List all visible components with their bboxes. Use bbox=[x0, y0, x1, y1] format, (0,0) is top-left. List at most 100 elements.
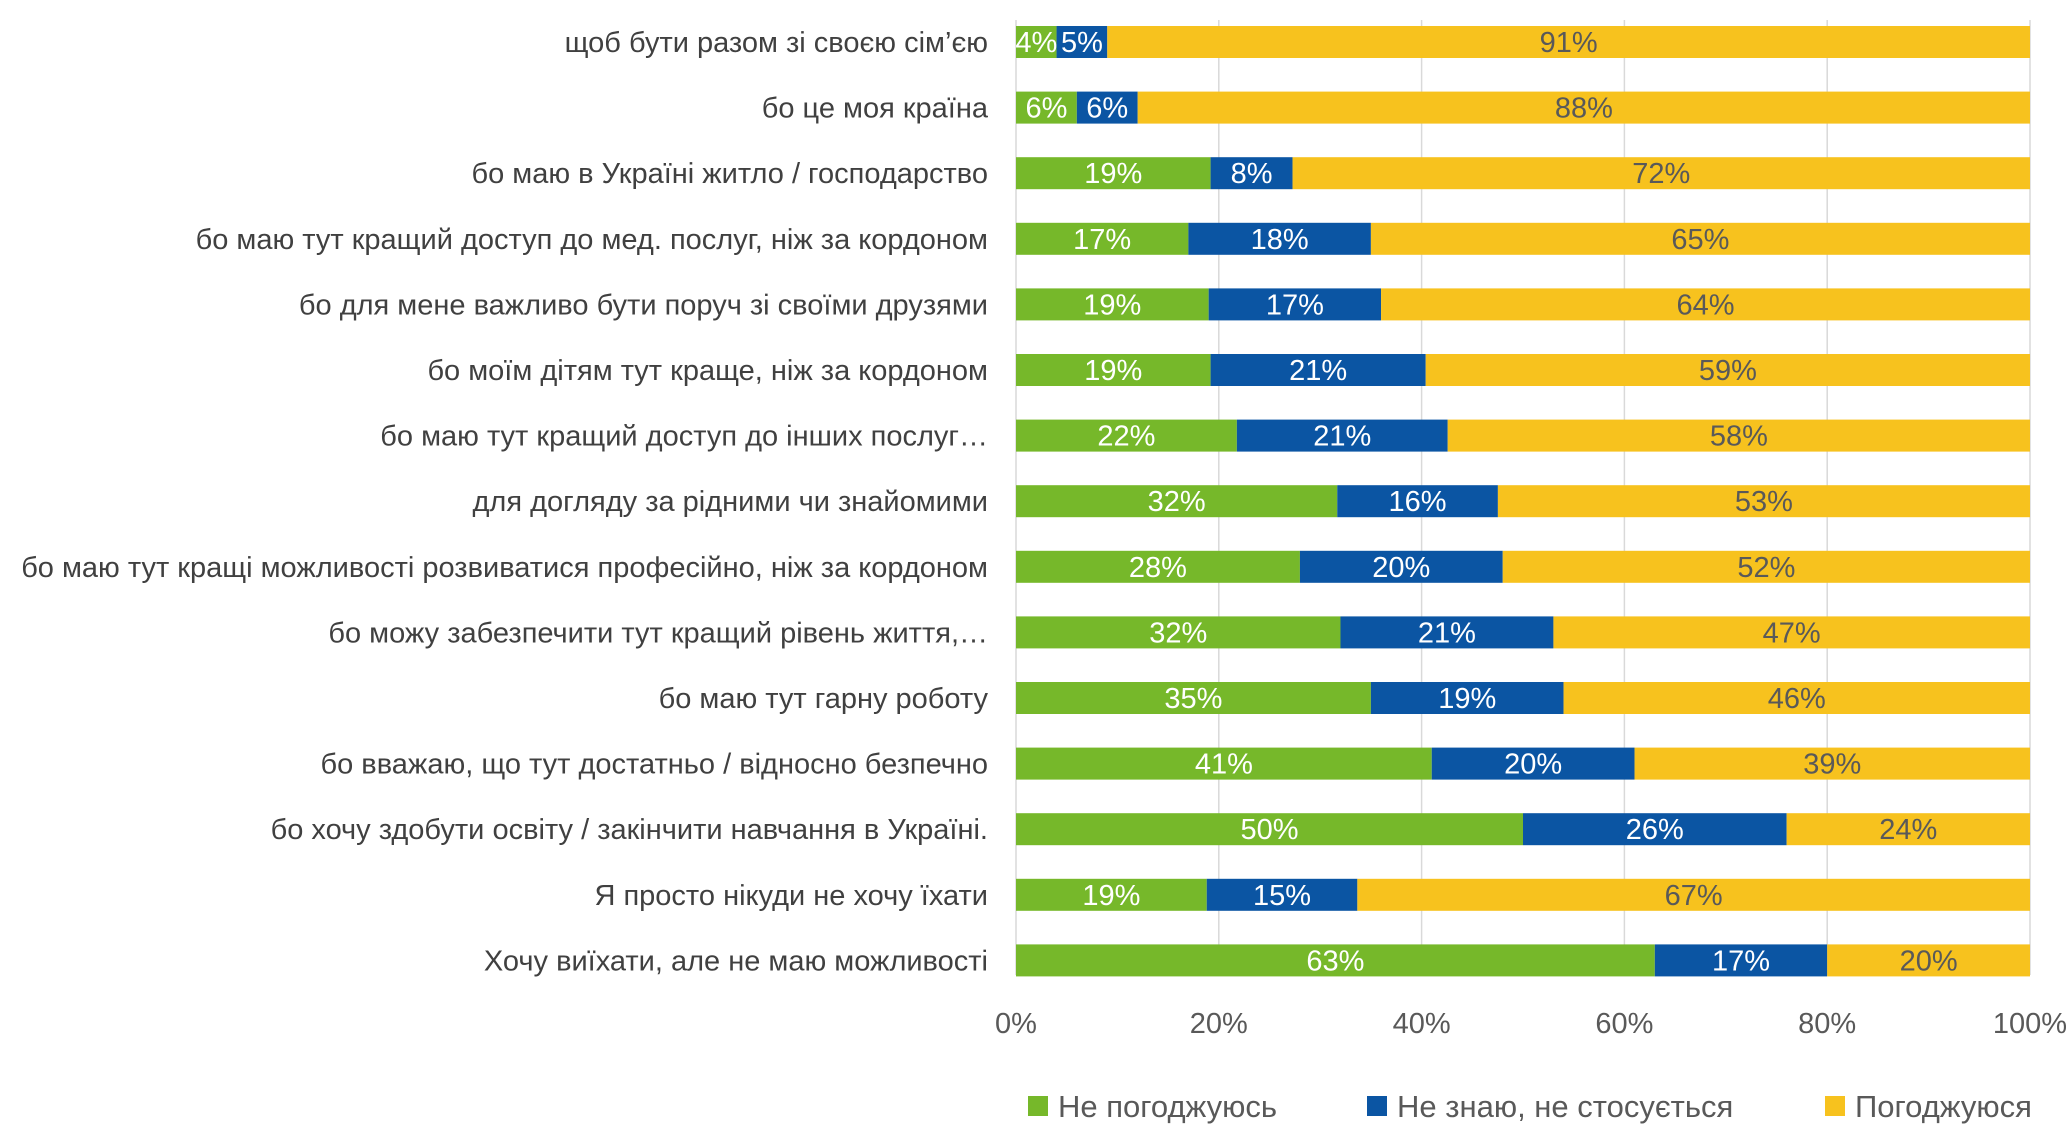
data-label: 41% bbox=[1195, 749, 1253, 781]
bar-segment bbox=[1016, 616, 1341, 649]
data-label: 20% bbox=[1504, 749, 1562, 781]
bar-segment bbox=[1523, 813, 1787, 846]
bar-segment bbox=[1827, 944, 2030, 977]
bar-segment bbox=[1357, 878, 2030, 911]
bar-segment bbox=[1016, 944, 1655, 977]
bar-segment bbox=[1208, 288, 1382, 321]
bar-segment bbox=[1502, 550, 2030, 583]
x-tick-label: 80% bbox=[1798, 1008, 1856, 1040]
data-label: 32% bbox=[1148, 486, 1206, 518]
legend: Не погоджуюсь Не знаю, не стосується Погод… bbox=[1028, 1089, 2032, 1124]
category-label: бо вважаю, що тут достатньо / відносно б… bbox=[321, 749, 988, 781]
data-label: 67% bbox=[1665, 880, 1723, 912]
bar-segment bbox=[1370, 222, 2030, 255]
category-label: бо це моя країна bbox=[762, 93, 989, 125]
bar-segment bbox=[1016, 91, 1077, 124]
bar-segment bbox=[1210, 354, 1426, 386]
data-label: 63% bbox=[1306, 945, 1364, 977]
category-label: щоб бути разом зі своєю сім’єю bbox=[565, 27, 988, 59]
bar-segment bbox=[1431, 747, 1635, 780]
x-tick-label: 60% bbox=[1595, 1008, 1653, 1040]
x-tick-label: 20% bbox=[1190, 1008, 1248, 1040]
data-label: 20% bbox=[1900, 945, 1958, 977]
category-label: бо маю в Україні житло / господарство bbox=[472, 158, 989, 190]
data-label: 72% bbox=[1632, 158, 1690, 190]
data-label: 59% bbox=[1699, 355, 1757, 387]
data-label: 21% bbox=[1313, 421, 1371, 453]
bar-segment bbox=[1381, 288, 2030, 321]
data-label: 5% bbox=[1061, 27, 1103, 59]
category-label: бо хочу здобути освіту / закінчити навча… bbox=[271, 814, 988, 846]
category-label: для догляду за рідними чи знайомими bbox=[473, 486, 989, 518]
data-label: 39% bbox=[1803, 749, 1861, 781]
category-label: бо маю тут кращий доступ до інших послуг… bbox=[380, 421, 988, 453]
bar-segment bbox=[1016, 878, 1207, 911]
category-label: Я просто нікуди не хочу їхати bbox=[594, 880, 988, 912]
data-label: 18% bbox=[1251, 224, 1309, 256]
category-label: бо маю тут кращі можливості розвиватися … bbox=[21, 552, 988, 584]
bars: 4% 5% 91% 6% 6% 88% 19% 8% 72% 17% 18% 65% 19% 17% 64%… bbox=[1015, 26, 2030, 977]
bar-segment bbox=[1299, 550, 1503, 583]
bar-segment bbox=[1563, 682, 2030, 714]
bar-segment bbox=[1206, 878, 1358, 911]
bar-segment bbox=[1016, 747, 1432, 780]
data-label: 21% bbox=[1289, 355, 1347, 387]
bar-segment bbox=[1188, 222, 1371, 255]
data-label: 35% bbox=[1164, 683, 1222, 715]
data-label: 21% bbox=[1418, 617, 1476, 649]
category-label: бо маю тут кращий доступ до мед. послуг,… bbox=[196, 224, 988, 256]
legend-swatch bbox=[1825, 1096, 1845, 1116]
data-label: 53% bbox=[1735, 486, 1793, 518]
data-label: 19% bbox=[1438, 683, 1496, 715]
data-label: 28% bbox=[1129, 552, 1187, 584]
category-label: бо маю тут гарну роботу bbox=[659, 683, 989, 715]
bar-segment bbox=[1210, 157, 1293, 190]
data-label: 6% bbox=[1025, 93, 1067, 125]
bar-segment bbox=[1786, 813, 2030, 846]
data-label: 52% bbox=[1737, 552, 1795, 584]
data-label: 91% bbox=[1540, 27, 1598, 59]
data-label: 58% bbox=[1710, 421, 1768, 453]
bar-segment bbox=[1553, 616, 2030, 649]
data-label: 4% bbox=[1015, 27, 1057, 59]
legend-label: Не погоджуюсь bbox=[1058, 1089, 1277, 1124]
bar-segment bbox=[1016, 222, 1189, 255]
data-label: 17% bbox=[1266, 289, 1324, 321]
data-label: 64% bbox=[1676, 289, 1734, 321]
x-tick-label: 100% bbox=[1993, 1008, 2067, 1040]
bar-segment bbox=[1137, 91, 2030, 124]
x-tick-label: 40% bbox=[1393, 1008, 1451, 1040]
bar-segment bbox=[1016, 157, 1211, 190]
legend-swatch bbox=[1028, 1096, 1048, 1116]
bar-segment bbox=[1016, 288, 1209, 321]
bar-segment bbox=[1016, 354, 1211, 386]
bar-segment bbox=[1016, 550, 1300, 583]
category-label: бо моїм дітям тут краще, ніж за кордоном bbox=[427, 355, 988, 387]
data-label: 17% bbox=[1073, 224, 1131, 256]
data-label: 16% bbox=[1389, 486, 1447, 518]
bar-segment bbox=[1236, 419, 1448, 452]
bar-segment bbox=[1016, 813, 1523, 846]
data-label: 15% bbox=[1253, 880, 1311, 912]
legend-swatch bbox=[1367, 1096, 1387, 1116]
bar-segment bbox=[1340, 616, 1554, 649]
bar-segment bbox=[1016, 419, 1237, 452]
category-label: Хочу виїхати, але не маю можливості bbox=[484, 945, 988, 977]
bar-segment bbox=[1370, 682, 1564, 714]
data-label: 65% bbox=[1671, 224, 1729, 256]
data-label: 50% bbox=[1240, 814, 1298, 846]
bar-segment bbox=[1292, 157, 2030, 190]
data-label: 46% bbox=[1768, 683, 1826, 715]
x-axis-ticks: 0% 20% 40% 60% 80% 100% bbox=[995, 1008, 2067, 1040]
category-label: бо для мене важливо бути поруч зі своїми… bbox=[299, 289, 988, 321]
bar-segment bbox=[1016, 682, 1371, 714]
bar-segment bbox=[1076, 91, 1138, 124]
data-label: 6% bbox=[1086, 93, 1128, 125]
bar-segment bbox=[1016, 485, 1338, 518]
legend-label: Погоджуюся bbox=[1855, 1089, 2032, 1124]
bar-segment bbox=[1107, 26, 2030, 58]
data-label: 20% bbox=[1372, 552, 1430, 584]
legend-label: Не знаю, не стосується bbox=[1397, 1089, 1733, 1124]
data-label: 19% bbox=[1084, 355, 1142, 387]
